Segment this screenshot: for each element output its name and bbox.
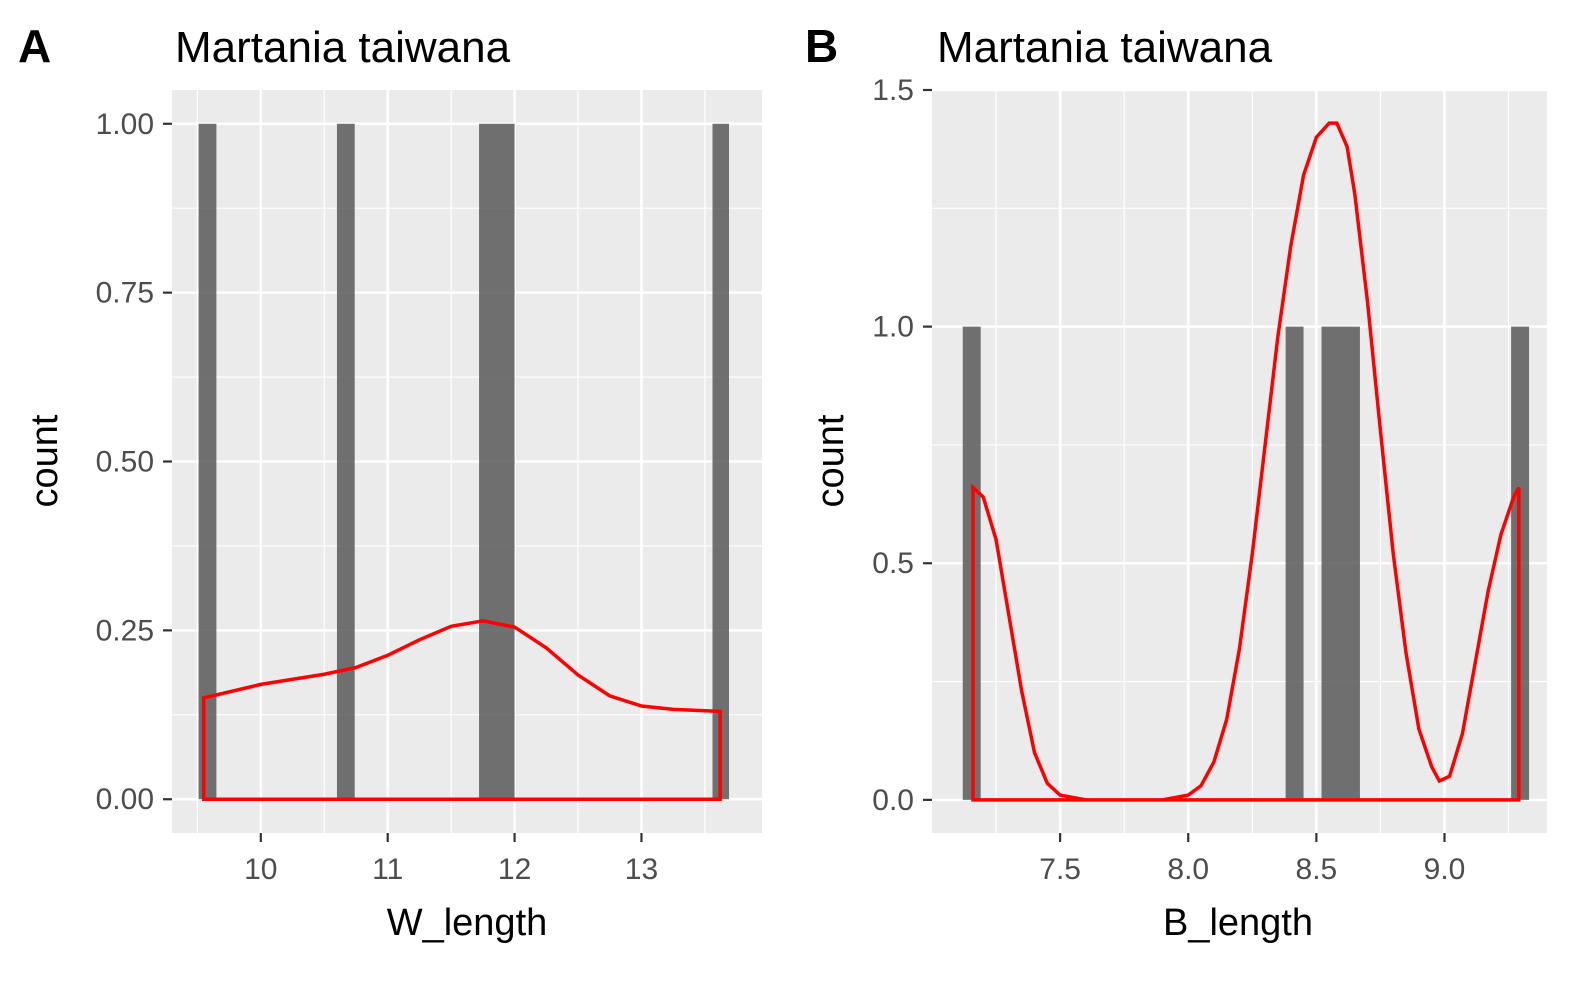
histogram-bars <box>962 326 1530 800</box>
y-tick-label: 1.5 <box>872 74 914 107</box>
panel-a: 0.00 0.25 0.50 0.75 1.00 10 11 12 13 A Martania… <box>18 20 762 944</box>
plot-background <box>932 90 1547 833</box>
x-tick-label: 7.5 <box>1039 853 1081 886</box>
x-axis-ticks: 10 11 12 13 <box>244 833 658 886</box>
x-tick-label: 8.5 <box>1296 853 1338 886</box>
density-curve <box>201 619 722 801</box>
y-axis-ticks: 0.00 0.25 0.50 0.75 1.00 <box>96 108 172 816</box>
y-tick-label: 0.50 <box>96 446 154 479</box>
histogram-bar <box>1321 326 1360 800</box>
x-axis-ticks: 7.5 8.0 8.5 9.0 <box>1039 833 1465 886</box>
x-tick-label: 11 <box>372 853 403 886</box>
y-tick-label: 1.00 <box>96 108 154 141</box>
panel-b: 0.0 0.5 1.0 1.5 7.5 8.0 8.5 9.0 B Martania tai… <box>805 20 1547 944</box>
histogram-bar <box>336 123 355 800</box>
x-tick-label: 8.0 <box>1167 853 1209 886</box>
y-tick-label: 0.75 <box>96 277 154 310</box>
histogram-bar <box>198 123 217 800</box>
y-axis-title: count <box>810 414 852 507</box>
y-tick-label: 0.25 <box>96 614 154 647</box>
histogram-bar <box>712 123 730 800</box>
gridlines <box>932 88 1547 833</box>
histogram-bar <box>1285 326 1304 800</box>
chart-title: Martania taiwana <box>175 23 511 72</box>
y-tick-label: 0.5 <box>872 547 914 580</box>
histogram-bar <box>479 123 515 800</box>
y-tick-label: 0.0 <box>872 784 914 817</box>
y-axis-ticks: 0.0 0.5 1.0 1.5 <box>872 74 932 817</box>
panel-letter: B <box>805 20 838 72</box>
x-tick-label: 9.0 <box>1424 853 1466 886</box>
x-tick-label: 13 <box>625 853 658 886</box>
y-axis-title: count <box>24 414 66 507</box>
histogram-bars <box>198 123 730 800</box>
chart-title: Martania taiwana <box>937 23 1273 72</box>
panel-letter: A <box>18 20 51 72</box>
density-curve <box>971 121 1521 802</box>
x-tick-label: 10 <box>244 853 277 886</box>
x-axis-title: B_length <box>1163 902 1313 944</box>
x-tick-label: 12 <box>498 853 531 886</box>
x-axis-title: W_length <box>387 902 548 944</box>
y-tick-label: 0.00 <box>96 783 154 816</box>
y-tick-label: 1.0 <box>872 311 914 344</box>
